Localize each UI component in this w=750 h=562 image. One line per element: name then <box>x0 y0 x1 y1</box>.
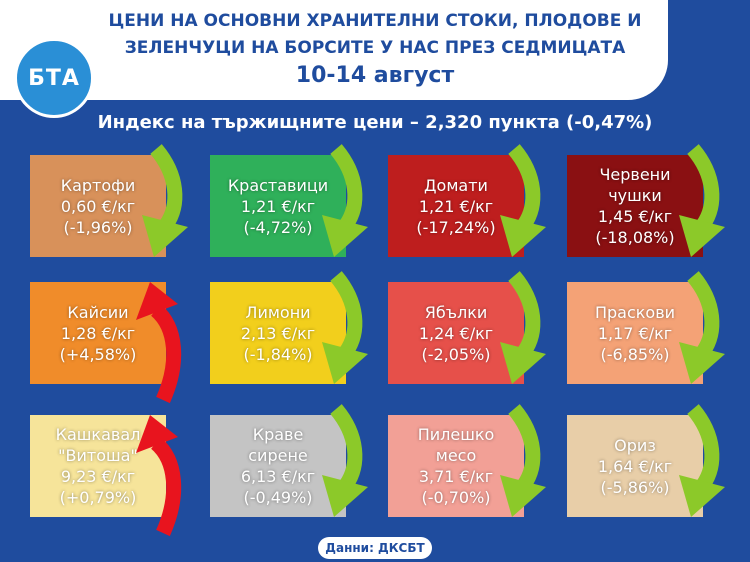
logo: БТА <box>14 38 94 118</box>
change: (-2,05%) <box>421 344 491 364</box>
product-name: Кашкавал <box>55 425 141 444</box>
product-name: месо <box>435 446 477 465</box>
product-name: "Витоша" <box>58 446 138 465</box>
price: 1,21 €/кг <box>418 196 494 216</box>
product-name: Краве <box>252 425 304 444</box>
title-line: ЦЕНИ НА ОСНОВНИ ХРАНИТЕЛНИ СТОКИ, ПЛОДОВ… <box>108 11 642 31</box>
price: 2,13 €/кг <box>240 323 316 343</box>
product-name: Домати <box>424 175 488 195</box>
price: 1,24 €/кг <box>418 323 494 343</box>
source: Данни: ДКСБТ <box>318 537 432 559</box>
change: (-17,24%) <box>416 217 496 237</box>
product-name: Ориз <box>614 435 656 455</box>
price-tile: Лимони 2,13 €/кг (-1,84%) <box>210 282 346 384</box>
price-tile: Ябълки 1,24 €/кг (-2,05%) <box>388 282 524 384</box>
product-name: чушки <box>608 186 662 205</box>
product-name: Лимони <box>245 302 311 322</box>
price: 9,23 €/кг <box>60 467 136 486</box>
price-tile: Праскови 1,17 €/кг (-6,85%) <box>567 282 703 384</box>
header-banner <box>0 0 668 100</box>
price-tile: Кашкавал "Витоша" 9,23 €/кг (+0,79%) <box>30 415 166 517</box>
change: (-0,49%) <box>243 488 313 507</box>
price: 1,21 €/кг <box>240 196 316 216</box>
change: (-1,84%) <box>243 344 313 364</box>
change: (+4,58%) <box>59 344 137 364</box>
change: (-0,70%) <box>421 488 491 507</box>
dates: 10-14 август <box>295 63 455 88</box>
product-name: Червени <box>599 165 671 184</box>
product-name: Пилешко <box>417 425 495 444</box>
title: ЦЕНИ НА ОСНОВНИ ХРАНИТЕЛНИ СТОКИ, ПЛОДОВ… <box>95 8 655 62</box>
price: 6,13 €/кг <box>240 467 316 486</box>
title-line: ЗЕЛЕНЧУЦИ НА БОРСИТЕ У НАС ПРЕЗ СЕДМИЦАТ… <box>124 38 626 58</box>
product-name: Праскови <box>594 302 676 322</box>
change: (-1,96%) <box>63 217 133 237</box>
index-line: Индекс на тържищните цени – 2,320 пункта… <box>97 112 653 133</box>
price-tile: Картофи 0,60 €/кг (-1,96%) <box>30 155 166 257</box>
change: (+0,79%) <box>59 488 137 507</box>
price-tile: Домати 1,21 €/кг (-17,24%) <box>388 155 524 257</box>
price-tile: Краве сирене 6,13 €/кг (-0,49%) <box>210 415 346 517</box>
product-name: Картофи <box>60 175 136 195</box>
price-tile: Червени чушки 1,45 €/кг (-18,08%) <box>567 155 703 257</box>
change: (-6,85%) <box>600 344 670 364</box>
price: 1,28 €/кг <box>60 323 136 343</box>
price: 1,17 €/кг <box>597 323 673 343</box>
product-name: Кайсии <box>67 302 129 322</box>
price: 1,64 €/кг <box>597 456 673 476</box>
price-tile: Ориз 1,64 €/кг (-5,86%) <box>567 415 703 517</box>
price: 0,60 €/кг <box>60 196 136 216</box>
change: (-5,86%) <box>600 477 670 497</box>
product-name: сирене <box>248 446 308 465</box>
product-name: Ябълки <box>424 302 488 322</box>
change: (-18,08%) <box>595 228 675 247</box>
price-tile: Кайсии 1,28 €/кг (+4,58%) <box>30 282 166 384</box>
product-name: Краставици <box>227 175 329 195</box>
price-tile: Краставици 1,21 €/кг (-4,72%) <box>210 155 346 257</box>
change: (-4,72%) <box>243 217 313 237</box>
price: 1,45 €/кг <box>597 207 673 226</box>
price: 3,71 €/кг <box>418 467 494 486</box>
price-tile: Пилешко месо 3,71 €/кг (-0,70%) <box>388 415 524 517</box>
